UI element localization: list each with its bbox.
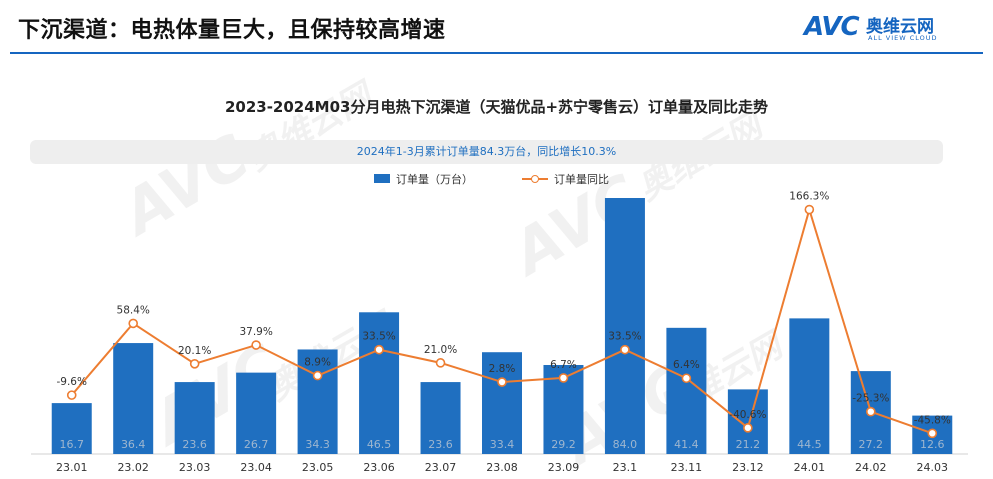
yoy-value-label: 20.1% bbox=[178, 345, 211, 357]
bar bbox=[174, 382, 215, 454]
x-tick-label: 23.06 bbox=[363, 461, 395, 474]
yoy-value-label: -9.6% bbox=[56, 376, 86, 388]
yoy-point bbox=[189, 358, 200, 369]
x-tick-label: 23.09 bbox=[548, 461, 580, 474]
bar-value-label: 26.7 bbox=[244, 438, 269, 451]
bar-value-label: 84.0 bbox=[613, 438, 638, 451]
logo-name-cn: 奥维云网 bbox=[866, 17, 934, 37]
x-tick-label: 24.02 bbox=[855, 461, 887, 474]
x-tick-label: 23.03 bbox=[179, 461, 211, 474]
x-tick-label: 23.1 bbox=[613, 461, 638, 474]
bar-value-label: 23.6 bbox=[182, 438, 207, 451]
yoy-value-label: 166.3% bbox=[789, 191, 829, 203]
bar-value-label: 21.2 bbox=[736, 438, 761, 451]
x-tick-label: 23.11 bbox=[671, 461, 703, 474]
bar-value-label: 36.4 bbox=[121, 438, 146, 451]
bar-value-label: 23.6 bbox=[428, 438, 453, 451]
legend-line-marker bbox=[531, 175, 539, 183]
bar-value-label: 33.4 bbox=[490, 438, 515, 451]
bar-value-label: 16.7 bbox=[59, 438, 84, 451]
yoy-point bbox=[497, 377, 507, 387]
bar bbox=[113, 343, 154, 454]
bar bbox=[420, 382, 461, 454]
yoy-value-label: 21.0% bbox=[424, 344, 457, 356]
x-tick-label: 23.04 bbox=[240, 461, 272, 474]
yoy-value-label: -45.8% bbox=[914, 414, 951, 426]
bar-value-label: 27.2 bbox=[859, 438, 884, 451]
yoy-point bbox=[865, 406, 876, 417]
yoy-point bbox=[374, 344, 384, 355]
yoy-value-label: 33.5% bbox=[608, 331, 641, 343]
page-title: 下沉渠道：电热体量巨大，且保持较高增速 bbox=[18, 18, 446, 43]
yoy-point bbox=[251, 340, 261, 350]
bar bbox=[236, 372, 277, 454]
x-tick-label: 23.01 bbox=[56, 461, 88, 474]
bar-value-label: 44.5 bbox=[797, 438, 822, 451]
x-tick-label: 23.07 bbox=[425, 461, 457, 474]
bar bbox=[789, 318, 830, 454]
yoy-value-label: 6.4% bbox=[673, 359, 700, 371]
yoy-point bbox=[128, 318, 138, 329]
logo-name-en: ALL VIEW CLOUD bbox=[868, 34, 938, 42]
yoy-value-label: 58.4% bbox=[117, 304, 150, 316]
legend-bar-swatch bbox=[374, 174, 390, 183]
yoy-point bbox=[66, 390, 77, 400]
bar bbox=[727, 389, 768, 454]
x-tick-label: 23.12 bbox=[732, 461, 764, 474]
avc-logo: AVC 奥维云网 ALL VIEW CLOUD bbox=[804, 10, 964, 46]
chart-title: 2023-2024M03分月电热下沉渠道（天猫优品+苏宁零售云）订单量及同比走势 bbox=[224, 98, 769, 116]
yoy-point bbox=[312, 370, 323, 381]
bar-value-label: 46.5 bbox=[367, 438, 392, 451]
header: 下沉渠道：电热体量巨大，且保持较高增速 AVC 奥维云网 ALL VIEW CL… bbox=[0, 0, 993, 52]
yoy-value-label: 33.5% bbox=[362, 331, 395, 343]
yoy-point bbox=[681, 373, 692, 384]
bar-value-label: 12.6 bbox=[920, 438, 945, 451]
yoy-point bbox=[435, 358, 446, 368]
yoy-point bbox=[804, 204, 815, 215]
x-tick-label: 23.05 bbox=[302, 461, 334, 474]
x-tick-label: 24.01 bbox=[794, 461, 826, 474]
yoy-value-label: 37.9% bbox=[239, 326, 272, 338]
bar bbox=[482, 352, 522, 454]
x-tick-label: 23.02 bbox=[117, 461, 149, 474]
bar bbox=[604, 198, 645, 454]
logo-mark: AVC bbox=[804, 12, 860, 42]
bar bbox=[297, 349, 338, 454]
header-divider bbox=[10, 52, 983, 54]
x-tick-label: 24.03 bbox=[917, 461, 949, 474]
legend-bar-label: 订单量（万台） bbox=[396, 173, 473, 186]
yoy-value-label: 8.9% bbox=[304, 357, 331, 369]
yoy-value-label: 6.7% bbox=[550, 359, 577, 371]
bar-value-label: 41.4 bbox=[674, 438, 699, 451]
yoy-point bbox=[620, 344, 630, 355]
legend-line-label: 订单量同比 bbox=[554, 173, 609, 186]
yoy-point bbox=[558, 373, 569, 383]
yoy-point bbox=[927, 428, 938, 439]
bar-value-label: 29.2 bbox=[551, 438, 576, 451]
yoy-value-label: -40.6% bbox=[729, 409, 766, 421]
yoy-value-label: 2.8% bbox=[489, 363, 516, 375]
bar-value-label: 34.3 bbox=[305, 438, 330, 451]
subtitle-band: 2024年1-3月累计订单量84.3万台，同比增长10.3% bbox=[30, 140, 943, 164]
bar bbox=[666, 327, 707, 454]
bar bbox=[51, 403, 92, 454]
x-tick-label: 23.08 bbox=[486, 461, 518, 474]
legend: 订单量（万台） 订单量同比 bbox=[0, 170, 993, 188]
bar bbox=[359, 312, 400, 454]
yoy-point bbox=[743, 423, 753, 433]
yoy-value-label: -25.3% bbox=[852, 393, 889, 405]
chart-subtitle: 2024年1-3月累计订单量84.3万台，同比增长10.3% bbox=[356, 145, 617, 158]
